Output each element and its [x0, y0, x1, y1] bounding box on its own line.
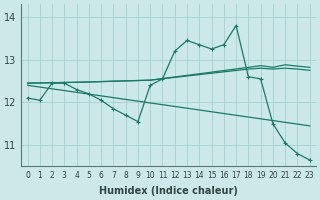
X-axis label: Humidex (Indice chaleur): Humidex (Indice chaleur)	[99, 186, 238, 196]
